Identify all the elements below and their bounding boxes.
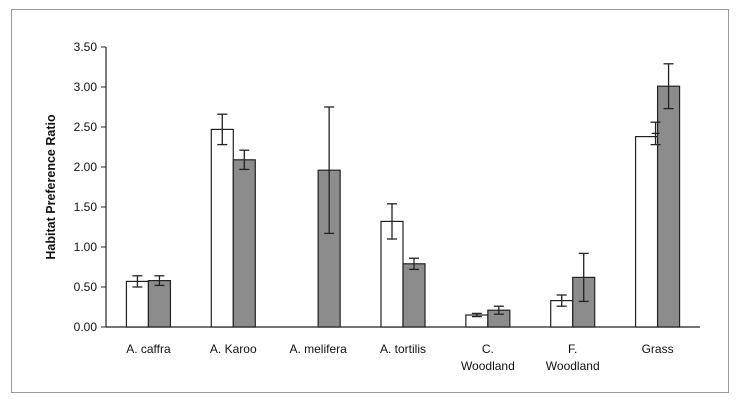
x-category-label: Woodland bbox=[546, 359, 600, 373]
y-axis-title: Habitat Preference Ratio bbox=[44, 114, 58, 260]
bar-series-2-0 bbox=[147, 280, 172, 328]
y-tick-label: 0.00 bbox=[74, 320, 98, 334]
x-category-label: F. bbox=[568, 342, 577, 356]
bar-series-2-1 bbox=[232, 159, 256, 328]
y-tick-label: 3.00 bbox=[74, 80, 98, 94]
bar-series-1-6 bbox=[634, 136, 659, 328]
y-tick-label: 3.50 bbox=[74, 40, 98, 54]
bar-series-2-6 bbox=[656, 85, 681, 328]
x-category-label: A. caffra bbox=[126, 342, 171, 356]
y-tick-label: 0.50 bbox=[74, 280, 98, 294]
chart-frame bbox=[11, 9, 729, 393]
bar-series-1-0 bbox=[125, 280, 150, 328]
y-tick-label: 1.50 bbox=[74, 200, 98, 214]
x-category-label: Grass bbox=[642, 342, 674, 356]
x-category-label: C. bbox=[482, 342, 494, 356]
x-category-label: A. Karoo bbox=[210, 342, 257, 356]
y-tick-label: 1.00 bbox=[74, 240, 98, 254]
x-category-label: A. tortilis bbox=[380, 342, 426, 356]
y-tick-label: 2.00 bbox=[74, 160, 98, 174]
bar-series-1-1 bbox=[210, 128, 234, 328]
x-category-label: Woodland bbox=[461, 359, 515, 373]
x-category-label: A. melifera bbox=[289, 342, 347, 356]
y-tick-label: 2.50 bbox=[74, 120, 98, 134]
bar-series-2-3 bbox=[402, 263, 426, 328]
